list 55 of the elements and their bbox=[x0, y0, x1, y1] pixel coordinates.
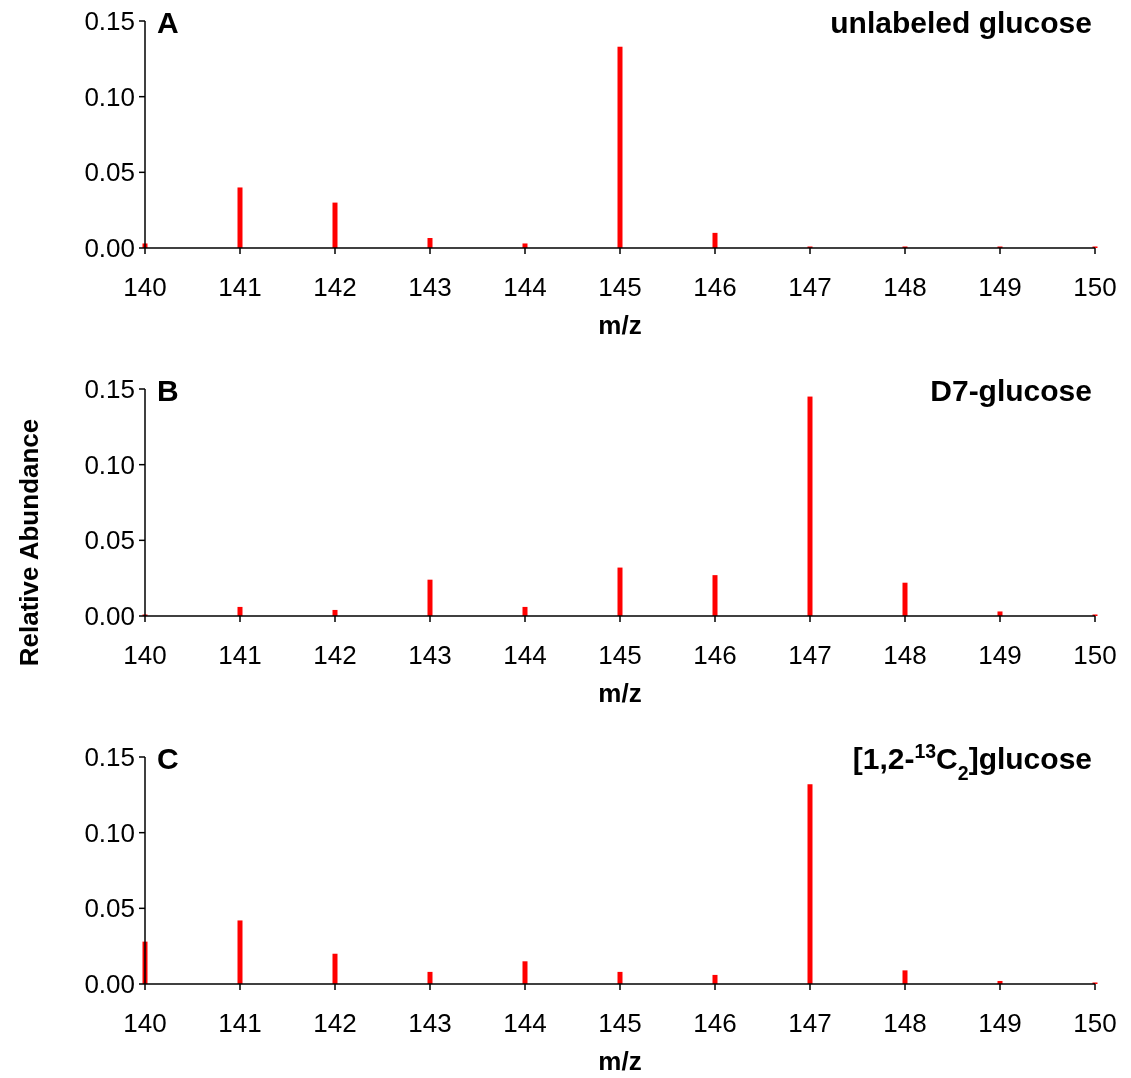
annotation: A bbox=[157, 6, 179, 39]
y-tick-label: 0.10 bbox=[84, 449, 135, 480]
x-tick-label: 150 bbox=[1073, 1008, 1117, 1038]
chart-title: D7-glucose bbox=[930, 374, 1092, 407]
x-tick-label: 142 bbox=[313, 272, 357, 302]
x-tick-label: 140 bbox=[123, 1008, 167, 1038]
x-tick-label: 145 bbox=[598, 1008, 642, 1038]
x-tick-label: 141 bbox=[218, 640, 262, 670]
x-tick-label: 146 bbox=[693, 1008, 737, 1038]
y-tick-label: 0.10 bbox=[84, 817, 135, 848]
x-tick-label: 147 bbox=[788, 640, 832, 670]
x-tick-label: 147 bbox=[788, 272, 832, 302]
x-tick-label: 142 bbox=[313, 1008, 357, 1038]
y-tick-label: 0.15 bbox=[84, 374, 135, 405]
y-tick-label: 0.10 bbox=[84, 81, 135, 112]
y-tick-label: 0.00 bbox=[84, 969, 135, 1000]
y-tick-label: 0.00 bbox=[84, 601, 135, 632]
x-axis-title: m/z bbox=[598, 310, 642, 340]
x-tick-label: 143 bbox=[408, 1008, 452, 1038]
x-tick-label: 149 bbox=[978, 640, 1022, 670]
x-tick-label: 142 bbox=[313, 640, 357, 670]
y-tick-label: 0.00 bbox=[84, 233, 135, 264]
x-tick-label: 146 bbox=[693, 640, 737, 670]
x-tick-label: 140 bbox=[123, 640, 167, 670]
y-tick-label: 0.05 bbox=[84, 893, 135, 924]
x-tick-label: 145 bbox=[598, 272, 642, 302]
y-tick-label: 0.15 bbox=[84, 742, 135, 773]
chart-title: [1,2-$^{13}$C$_{2}$]glucose bbox=[852, 740, 1092, 784]
x-tick-label: 141 bbox=[218, 272, 262, 302]
x-tick-label: 141 bbox=[218, 1008, 262, 1038]
y-tick-label: 0.05 bbox=[84, 157, 135, 188]
x-tick-label: 140 bbox=[123, 272, 167, 302]
x-tick-label: 143 bbox=[408, 640, 452, 670]
x-axis-title: m/z bbox=[598, 1046, 642, 1076]
x-tick-label: 145 bbox=[598, 640, 642, 670]
x-tick-label: 144 bbox=[503, 640, 547, 670]
x-tick-label: 148 bbox=[883, 1008, 927, 1038]
annotation: C bbox=[157, 742, 179, 775]
x-tick-label: 149 bbox=[978, 1008, 1022, 1038]
x-axis-title: m/z bbox=[598, 678, 642, 708]
x-tick-label: 150 bbox=[1073, 640, 1117, 670]
x-tick-label: 148 bbox=[883, 272, 927, 302]
x-tick-label: 144 bbox=[503, 1008, 547, 1038]
x-tick-label: 144 bbox=[503, 272, 547, 302]
y-axis-title: Relative Abundance bbox=[14, 418, 44, 667]
x-tick-label: 148 bbox=[883, 640, 927, 670]
y-tick-label: 0.05 bbox=[84, 525, 135, 556]
x-tick-label: 149 bbox=[978, 272, 1022, 302]
y-tick-label: 0.15 bbox=[84, 6, 135, 37]
chart-title: unlabeled glucose bbox=[830, 6, 1092, 39]
x-tick-label: 147 bbox=[788, 1008, 832, 1038]
x-tick-label: 146 bbox=[693, 272, 737, 302]
x-tick-label: 150 bbox=[1073, 272, 1117, 302]
x-tick-label: 143 bbox=[408, 272, 452, 302]
annotation: B bbox=[157, 374, 179, 407]
